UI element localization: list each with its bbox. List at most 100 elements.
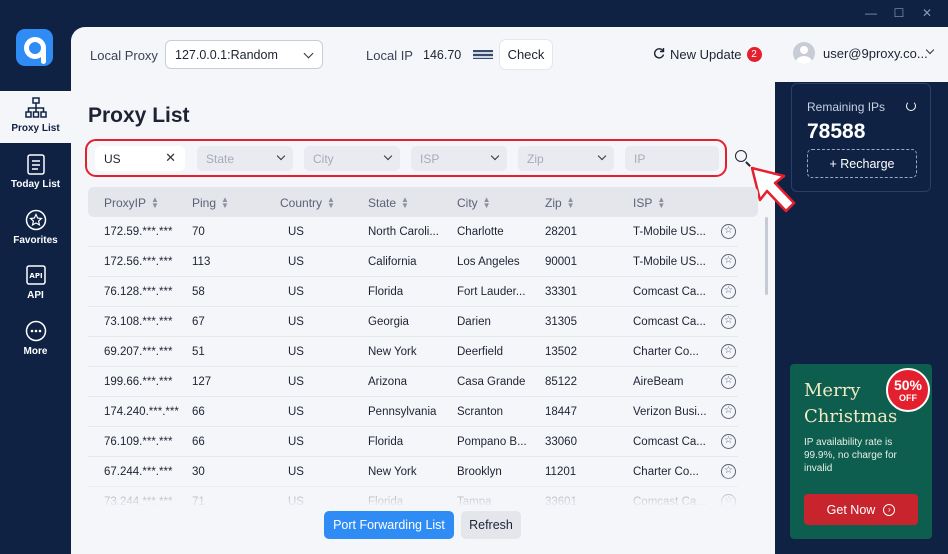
clear-icon[interactable]: ✕: [165, 150, 176, 165]
table-scrollbar[interactable]: [765, 217, 768, 295]
table-row[interactable]: 199.66.***.*** 127 US Arizona Casa Grande 851…: [88, 367, 738, 397]
local-proxy-label: Local Proxy: [90, 48, 158, 63]
cell-state: Arizona: [368, 376, 407, 388]
cell-ping: 66: [192, 406, 205, 418]
cell-zip: 28201: [545, 226, 577, 238]
local-proxy-select[interactable]: 127.0.0.1:Random: [165, 40, 323, 69]
cell-state: Georgia: [368, 316, 409, 328]
cell-state: Pennsylvania: [368, 406, 437, 418]
more-icon: [25, 320, 47, 342]
table-row[interactable]: 76.128.***.*** 58 US Florida Fort Lauder... 3…: [88, 277, 738, 307]
favorite-star-icon[interactable]: ☆: [721, 374, 736, 389]
cell-city: Pompano B...: [457, 436, 527, 448]
new-update-label: New Update: [670, 47, 742, 62]
cell-city: Deerfield: [457, 346, 504, 358]
chevron-down-icon: [490, 151, 500, 161]
sort-icon: ▲ ▼: [401, 195, 409, 210]
column-header-city[interactable]: City ▲ ▼: [457, 195, 491, 211]
cell-ip: 172.59.***.***: [104, 226, 173, 238]
cell-ping: 70: [192, 226, 205, 238]
favorite-star-icon[interactable]: ☆: [721, 314, 736, 329]
sidebar-item-proxy-list[interactable]: Proxy List: [0, 91, 71, 143]
table-row[interactable]: 76.109.***.*** 66 US Florida Pompano B... 330…: [88, 427, 738, 457]
table-row[interactable]: 172.56.***.*** 113 US California Los Angeles…: [88, 247, 738, 277]
remaining-ips-count: 78588: [807, 120, 866, 143]
cell-ping: 127: [192, 376, 212, 388]
favorite-star-icon[interactable]: ☆: [721, 224, 736, 239]
cell-ip: 69.207.***.***: [104, 346, 173, 358]
cell-isp: T-Mobile US...: [633, 256, 706, 268]
app-logo: [16, 29, 53, 66]
cell-country: US: [288, 406, 304, 418]
proxy-table: ProxyIP ▲ ▼ Ping ▲ ▼ Country ▲ ▼ State ▲ ▼ City ▲…: [88, 187, 768, 507]
search-icon[interactable]: [735, 150, 751, 166]
recharge-button[interactable]: + Recharge: [807, 149, 917, 178]
cell-zip: 31305: [545, 316, 577, 328]
close-button[interactable]: ✕: [921, 6, 933, 20]
refresh-icon[interactable]: [906, 101, 916, 111]
city-filter[interactable]: City: [304, 146, 400, 171]
cell-zip: 85122: [545, 376, 577, 388]
cell-state: California: [368, 256, 417, 268]
table-row[interactable]: 73.108.***.*** 67 US Georgia Darien 31305 Comc…: [88, 307, 738, 337]
cell-isp: Comcast Ca...: [633, 436, 706, 448]
sort-icon: ▲ ▼: [657, 195, 666, 210]
table-header: ProxyIP ▲ ▼ Ping ▲ ▼ Country ▲ ▼ State ▲ ▼ City ▲…: [88, 187, 758, 217]
state-filter-placeholder: State: [206, 152, 235, 166]
ip-filter-placeholder: IP: [634, 152, 646, 166]
chevron-down-icon: [276, 151, 286, 161]
sidebar-item-more[interactable]: More: [0, 314, 71, 366]
minimize-button[interactable]: —: [865, 6, 877, 20]
country-filter[interactable]: US ✕: [95, 146, 185, 171]
local-ip-value: 146.70: [423, 48, 462, 62]
table-row[interactable]: 69.207.***.*** 51 US New York Deerfield 13502…: [88, 337, 738, 367]
favorite-star-icon[interactable]: ☆: [721, 284, 736, 299]
check-button[interactable]: Check: [500, 40, 552, 69]
maximize-button[interactable]: ☐: [893, 6, 905, 20]
chevron-down-icon: [383, 151, 393, 161]
page-title: Proxy List: [88, 104, 190, 127]
table-row[interactable]: 172.59.***.*** 70 US North Caroli... Charlot…: [88, 217, 738, 247]
column-header-isp[interactable]: ISP ▲ ▼: [633, 195, 666, 211]
sidebar-item-favorites[interactable]: Favorites: [0, 203, 71, 255]
isp-filter[interactable]: ISP: [411, 146, 507, 171]
avatar[interactable]: [793, 42, 815, 64]
cell-city: Casa Grande: [457, 376, 526, 388]
cell-state: New York: [368, 466, 417, 478]
cell-state: New York: [368, 346, 417, 358]
sidebar-item-today-list[interactable]: Today List: [0, 147, 71, 199]
column-header-proxyip[interactable]: ProxyIP ▲ ▼: [104, 195, 159, 211]
sort-icon: ▲ ▼: [327, 195, 335, 210]
port-forwarding-list-button[interactable]: Port Forwarding List: [324, 511, 454, 539]
table-row[interactable]: 174.240.***.*** 66 US Pennsylvania Scranton 1…: [88, 397, 738, 427]
cell-ip: 76.128.***.***: [104, 286, 173, 298]
ip-filter[interactable]: IP: [625, 146, 719, 171]
column-header-zip[interactable]: Zip ▲ ▼: [545, 195, 575, 211]
new-update-button[interactable]: New Update 2: [653, 47, 762, 62]
get-now-button[interactable]: Get Now ›: [804, 494, 918, 525]
cell-ip: 67.244.***.***: [104, 466, 173, 478]
state-filter[interactable]: State: [197, 146, 293, 171]
favorite-star-icon[interactable]: ☆: [721, 254, 736, 269]
christmas-promo-banner[interactable]: Merry Christmas 50% OFF IP availability …: [790, 364, 932, 539]
cell-city: Brooklyn: [457, 466, 502, 478]
sort-icon: ▲ ▼: [151, 195, 159, 210]
column-header-country[interactable]: Country ▲ ▼: [280, 195, 335, 211]
cell-ping: 58: [192, 286, 205, 298]
favorite-star-icon[interactable]: ☆: [721, 344, 736, 359]
user-email[interactable]: user@9proxy.co...: [823, 46, 928, 61]
svg-text:API: API: [29, 272, 42, 280]
cell-city: Charlotte: [457, 226, 504, 238]
sidebar-item-label: More: [23, 346, 48, 357]
column-header-state[interactable]: State ▲ ▼: [368, 195, 409, 211]
zip-filter[interactable]: Zip: [518, 146, 614, 171]
scroll-fade: [88, 477, 758, 507]
cell-ping: 67: [192, 316, 205, 328]
refresh-button[interactable]: Refresh: [461, 511, 521, 539]
favorite-star-icon[interactable]: ☆: [721, 404, 736, 419]
sidebar-item-api[interactable]: API API: [0, 258, 71, 310]
cell-ip: 174.240.***.***: [104, 406, 179, 418]
favorite-star-icon[interactable]: ☆: [721, 434, 736, 449]
column-header-ping[interactable]: Ping ▲ ▼: [192, 195, 229, 211]
cell-country: US: [288, 256, 304, 268]
